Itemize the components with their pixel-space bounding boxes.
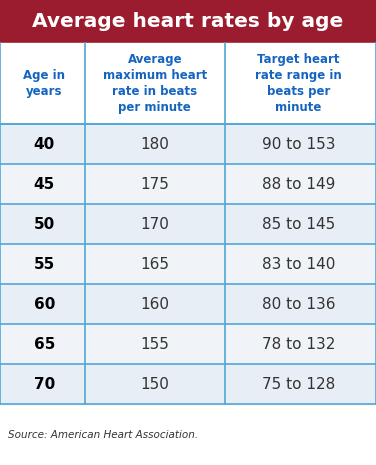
Bar	[0, 324, 376, 364]
Text: 78 to 132: 78 to 132	[262, 337, 335, 352]
Text: 180: 180	[140, 137, 169, 152]
Text: 60: 60	[33, 297, 55, 312]
Text: Average
maximum heart
rate in beats
per minute: Average maximum heart rate in beats per …	[103, 53, 207, 114]
Text: 155: 155	[140, 337, 169, 352]
Bar	[0, 284, 376, 324]
Text: 45: 45	[34, 177, 55, 192]
Text: 90 to 153: 90 to 153	[262, 137, 335, 152]
Text: 83 to 140: 83 to 140	[262, 257, 335, 272]
Text: 70: 70	[34, 377, 55, 392]
Text: Age in
years: Age in years	[23, 69, 65, 98]
Text: 55: 55	[34, 257, 55, 272]
Bar	[0, 244, 376, 284]
Text: 50: 50	[34, 217, 55, 232]
Bar	[0, 204, 376, 244]
Text: 160: 160	[140, 297, 169, 312]
Text: 165: 165	[140, 257, 169, 272]
Text: 75 to 128: 75 to 128	[262, 377, 335, 392]
Text: 170: 170	[140, 217, 169, 232]
Text: Target heart
rate range in
beats per
minute: Target heart rate range in beats per min…	[255, 53, 342, 114]
Text: 175: 175	[140, 177, 169, 192]
Text: Average heart rates by age: Average heart rates by age	[32, 12, 344, 31]
Text: 40: 40	[34, 137, 55, 152]
Text: 80 to 136: 80 to 136	[262, 297, 335, 312]
Bar	[0, 164, 376, 204]
Bar	[0, 0, 376, 43]
Text: Source: American Heart Association.: Source: American Heart Association.	[8, 430, 198, 439]
Bar	[0, 43, 376, 124]
Text: 85 to 145: 85 to 145	[262, 217, 335, 232]
Bar	[0, 364, 376, 404]
Bar	[0, 124, 376, 164]
Text: 65: 65	[33, 337, 55, 352]
Text: 150: 150	[140, 377, 169, 392]
Text: 88 to 149: 88 to 149	[262, 177, 335, 192]
